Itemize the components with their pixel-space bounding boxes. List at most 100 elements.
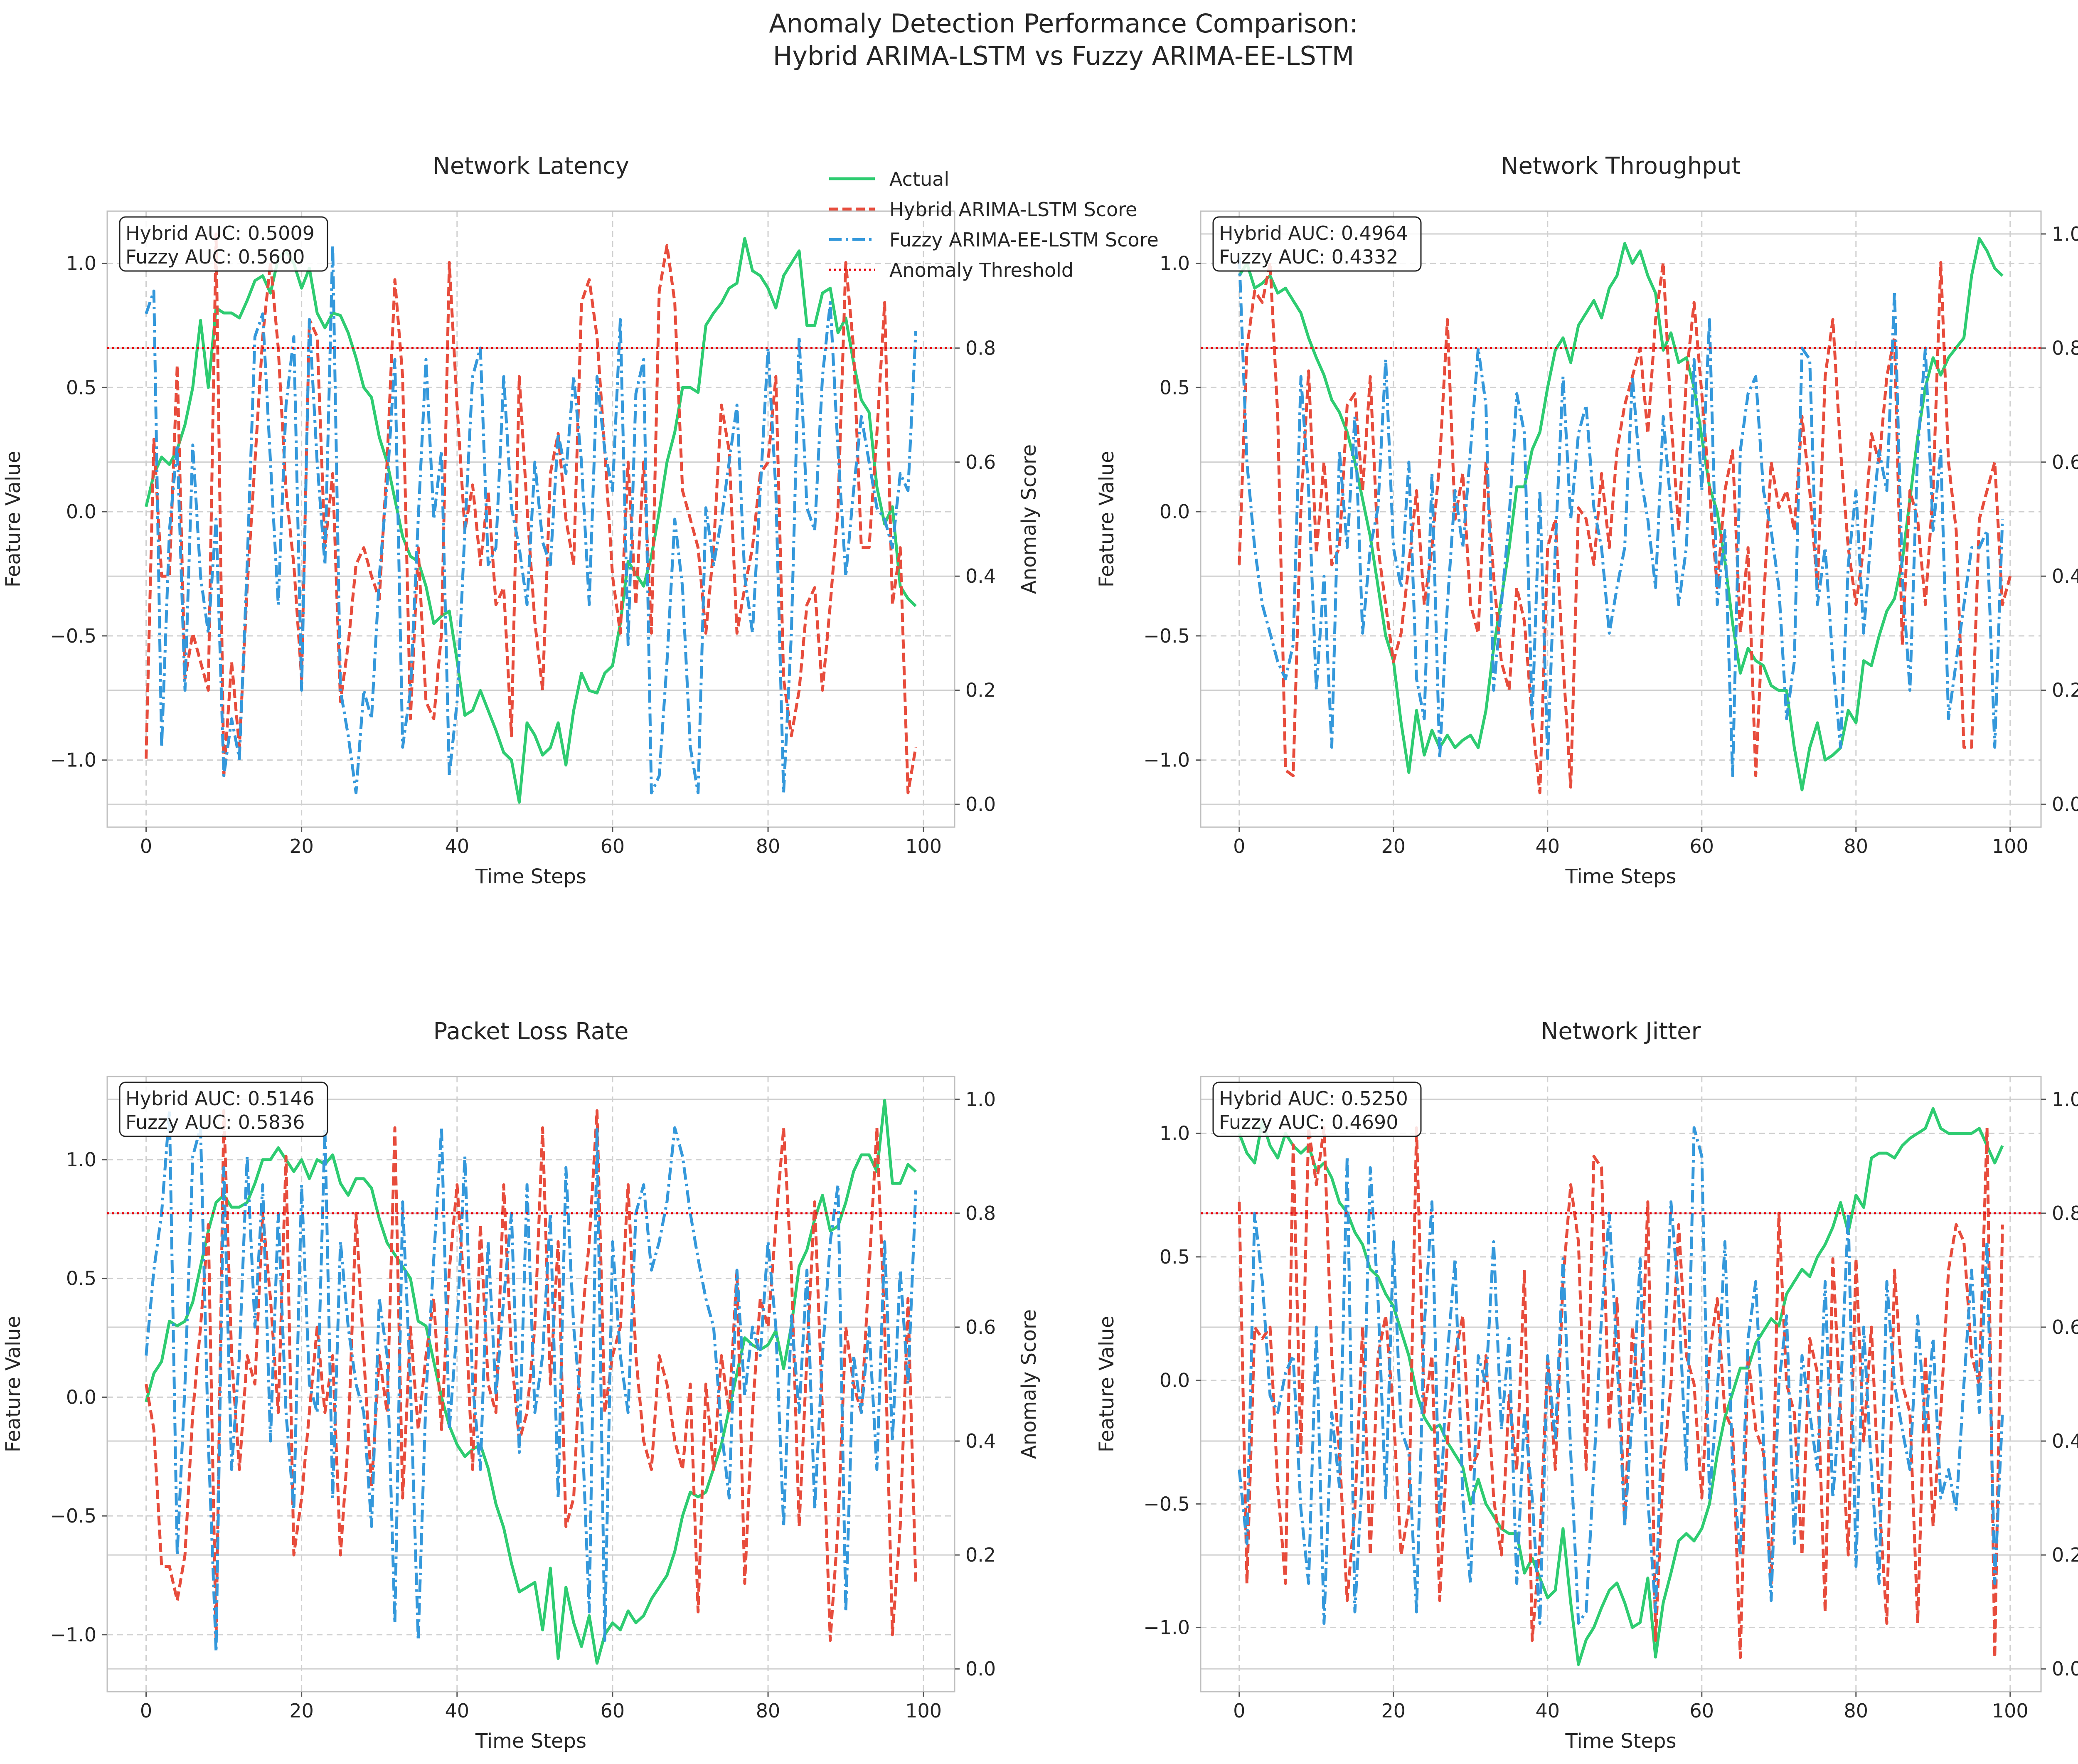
y-axis-label: Feature Value <box>2 451 25 587</box>
x-tick-label: 80 <box>756 835 780 857</box>
subplot-title: Network Latency <box>433 153 629 180</box>
subplot-3: 0 20 40 60 80 100 −1.0 −0.5 0.0 0.5 1.0 0.0 0.2 0.4 0.… <box>2 1018 1041 1753</box>
y2-tick-label: 0.6 <box>965 451 996 473</box>
y-tick-label: 1.0 <box>66 1148 96 1171</box>
x-tick-label: 0 <box>140 835 152 857</box>
series-actual-line <box>145 1099 917 1665</box>
x-axis-label: Time Steps <box>475 1730 586 1753</box>
y2-tick-label: 0.0 <box>2052 1658 2078 1680</box>
x-tick-label: 60 <box>601 1700 625 1722</box>
y2-tick-label: 0.6 <box>2052 1316 2078 1338</box>
subplot-title: Network Jitter <box>1541 1018 1701 1045</box>
y2-tick-label: 0.4 <box>2052 565 2078 587</box>
x-tick-label: 40 <box>1535 1700 1560 1722</box>
series-fuzzy-line <box>145 1109 917 1653</box>
auc-annotation-box <box>119 1082 328 1137</box>
subplot-2: 0 20 40 60 80 100 −1.0 −0.5 0.0 0.5 1.0 0.0 0.2 0.4 0.… <box>1095 153 2078 888</box>
y-tick-label: −0.5 <box>50 1505 96 1527</box>
y-tick-label: −1.0 <box>1143 1616 1190 1638</box>
series-actual-line <box>1238 1107 2004 1666</box>
x-tick-label: 20 <box>1381 835 1406 857</box>
auc-annotation-fuzzy: Fuzzy AUC: 0.5836 <box>126 1111 305 1133</box>
y2-tick-label: 0.4 <box>965 1430 996 1452</box>
y2-tick-label: 0.4 <box>965 565 996 587</box>
y-tick-label: 0.5 <box>66 376 96 399</box>
x-tick-label: 80 <box>1844 1700 1869 1722</box>
legend-label-fuzzy: Fuzzy ARIMA-EE-LSTM Score <box>889 229 1159 251</box>
y-tick-label: 1.0 <box>1160 1122 1190 1145</box>
auc-annotation-hybrid: Hybrid AUC: 0.5009 <box>126 222 315 244</box>
series-actual-line <box>145 237 917 804</box>
x-tick-label: 40 <box>1535 835 1560 857</box>
auc-annotation-box <box>119 216 328 272</box>
x-tick-label: 60 <box>601 835 625 857</box>
y2-tick-label: 0.2 <box>2052 1544 2078 1566</box>
x-tick-label: 80 <box>1844 835 1869 857</box>
legend: Actual Hybrid ARIMA-LSTM Score Fuzzy ARIMA… <box>829 168 1159 281</box>
y-tick-label: 0.5 <box>1160 1246 1190 1268</box>
y-tick-label: 0.0 <box>1160 500 1190 523</box>
y2-tick-label: 0.2 <box>965 679 996 702</box>
y-tick-label: 1.0 <box>1160 252 1190 274</box>
subplot-1: 0 20 40 60 80 100 −1.0 −0.5 0.0 0.5 1.0 0.0 0.2 0.4 0.… <box>2 153 1041 888</box>
y-tick-label: 0.0 <box>1160 1369 1190 1392</box>
x-axis-label: Time Steps <box>475 865 586 888</box>
auc-annotation-fuzzy: Fuzzy AUC: 0.4690 <box>1219 1111 1398 1133</box>
x-tick-label: 100 <box>1992 1700 2029 1722</box>
y-axis-label: Feature Value <box>1095 451 1118 587</box>
y2-axis-label: Anomaly Score <box>1017 1309 1041 1459</box>
x-tick-label: 100 <box>1992 835 2029 857</box>
subplot-title: Packet Loss Rate <box>433 1018 628 1045</box>
series-hybrid-line <box>145 1109 917 1642</box>
axes-frame <box>106 210 955 828</box>
y2-axis-label: Anomaly Score <box>1017 444 1041 594</box>
x-axis-label: Time Steps <box>1565 865 1676 888</box>
auc-annotation-box <box>1212 216 1422 272</box>
x-tick-label: 80 <box>756 1700 780 1722</box>
subplot-4: 0 20 40 60 80 100 −1.0 −0.5 0.0 0.5 1.0 0.0 0.2 0.4 0.… <box>1095 1018 2078 1753</box>
series-fuzzy-line <box>1238 256 2004 777</box>
y2-tick-label: 0.0 <box>2052 793 2078 815</box>
y2-tick-label: 0.6 <box>965 1316 996 1338</box>
series-hybrid-line <box>1238 261 2012 795</box>
figure-title-line2: Hybrid ARIMA-LSTM vs Fuzzy ARIMA-EE-LSTM <box>773 41 1354 71</box>
y-axis-label: Feature Value <box>2 1316 25 1452</box>
series-actual-line <box>1238 237 2004 791</box>
y-tick-label: −0.5 <box>1143 625 1190 647</box>
auc-annotation-fuzzy: Fuzzy AUC: 0.5600 <box>126 246 305 268</box>
y-tick-label: 0.0 <box>66 500 96 523</box>
x-tick-label: 20 <box>289 835 314 857</box>
subplot-title: Network Throughput <box>1501 153 1741 180</box>
y-tick-label: 1.0 <box>66 252 96 274</box>
x-tick-label: 40 <box>445 1700 470 1722</box>
y2-tick-label: 0.0 <box>965 793 996 815</box>
y2-tick-label: 0.0 <box>965 1658 996 1680</box>
y-tick-label: −1.0 <box>50 749 96 771</box>
y2-tick-label: 0.4 <box>2052 1430 2078 1452</box>
legend-label-actual: Actual <box>889 168 949 190</box>
x-tick-label: 60 <box>1690 835 1714 857</box>
auc-annotation-fuzzy: Fuzzy AUC: 0.4332 <box>1219 246 1398 268</box>
x-tick-label: 0 <box>1233 1700 1245 1722</box>
x-tick-label: 0 <box>140 1700 152 1722</box>
x-tick-label: 60 <box>1690 1700 1714 1722</box>
y-tick-label: 0.0 <box>66 1386 96 1408</box>
y-tick-label: −1.0 <box>50 1624 96 1646</box>
legend-label-threshold: Anomaly Threshold <box>889 259 1073 281</box>
y2-tick-label: 0.8 <box>2052 1202 2078 1224</box>
series-fuzzy-line <box>1238 1126 2004 1625</box>
axes-frame <box>106 1076 955 1693</box>
x-tick-label: 20 <box>289 1700 314 1722</box>
series-fuzzy-line <box>145 244 917 795</box>
y2-tick-label: 0.6 <box>2052 451 2078 473</box>
y-tick-label: −1.0 <box>1143 749 1190 771</box>
y2-tick-label: 0.8 <box>965 337 996 359</box>
y2-tick-label: 0.8 <box>965 1202 996 1224</box>
auc-annotation-hybrid: Hybrid AUC: 0.5146 <box>126 1087 315 1110</box>
y2-tick-label: 0.2 <box>2052 679 2078 702</box>
y2-tick-label: 1.0 <box>2052 1088 2078 1111</box>
series-hybrid-line <box>145 232 917 795</box>
x-tick-label: 100 <box>905 835 942 857</box>
axes-frame <box>1200 1076 2042 1693</box>
